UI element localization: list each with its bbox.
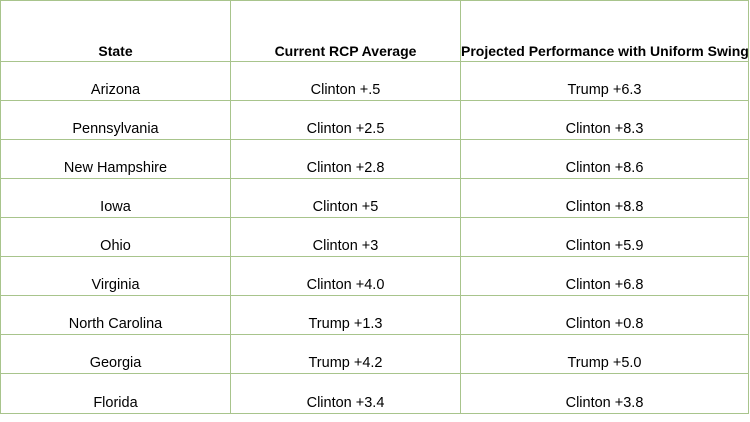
cell-projection: Clinton +3.8: [460, 373, 749, 414]
header-projected-performance: Projected Performance with Uniform Swing: [460, 0, 749, 62]
table-header-row: State Current RCP Average Projected Perf…: [0, 0, 749, 62]
table-row: Georgia Trump +4.2 Trump +5.0: [0, 334, 749, 374]
cell-state: Virginia: [0, 256, 231, 296]
cell-rcp-average: Clinton +3: [230, 217, 461, 257]
table-row: New Hampshire Clinton +2.8 Clinton +8.6: [0, 139, 749, 179]
cell-projection: Clinton +8.8: [460, 178, 749, 218]
cell-rcp-average: Clinton +2.5: [230, 100, 461, 140]
cell-state: New Hampshire: [0, 139, 231, 179]
cell-projection: Trump +5.0: [460, 334, 749, 374]
cell-projection: Clinton +5.9: [460, 217, 749, 257]
cell-rcp-average: Trump +1.3: [230, 295, 461, 335]
cell-state: Ohio: [0, 217, 231, 257]
header-current-rcp-average: Current RCP Average: [230, 0, 461, 62]
cell-projection: Clinton +8.3: [460, 100, 749, 140]
header-state: State: [0, 0, 231, 62]
cell-state: North Carolina: [0, 295, 231, 335]
table-row: Ohio Clinton +3 Clinton +5.9: [0, 217, 749, 257]
cell-projection: Clinton +6.8: [460, 256, 749, 296]
table-row: Virginia Clinton +4.0 Clinton +6.8: [0, 256, 749, 296]
cell-rcp-average: Clinton +4.0: [230, 256, 461, 296]
cell-rcp-average: Clinton +2.8: [230, 139, 461, 179]
table-row: Pennsylvania Clinton +2.5 Clinton +8.3: [0, 100, 749, 140]
cell-rcp-average: Clinton +3.4: [230, 373, 461, 414]
cell-state: Georgia: [0, 334, 231, 374]
cell-state: Iowa: [0, 178, 231, 218]
cell-projection: Trump +6.3: [460, 61, 749, 101]
polling-table: State Current RCP Average Projected Perf…: [0, 0, 749, 414]
table-row: Florida Clinton +3.4 Clinton +3.8: [0, 373, 749, 414]
cell-rcp-average: Clinton +5: [230, 178, 461, 218]
cell-projection: Clinton +0.8: [460, 295, 749, 335]
table-row: Arizona Clinton +.5 Trump +6.3: [0, 61, 749, 101]
cell-state: Arizona: [0, 61, 231, 101]
cell-projection: Clinton +8.6: [460, 139, 749, 179]
cell-rcp-average: Trump +4.2: [230, 334, 461, 374]
cell-state: Florida: [0, 373, 231, 414]
cell-state: Pennsylvania: [0, 100, 231, 140]
table-row: North Carolina Trump +1.3 Clinton +0.8: [0, 295, 749, 335]
cell-rcp-average: Clinton +.5: [230, 61, 461, 101]
table-row: Iowa Clinton +5 Clinton +8.8: [0, 178, 749, 218]
